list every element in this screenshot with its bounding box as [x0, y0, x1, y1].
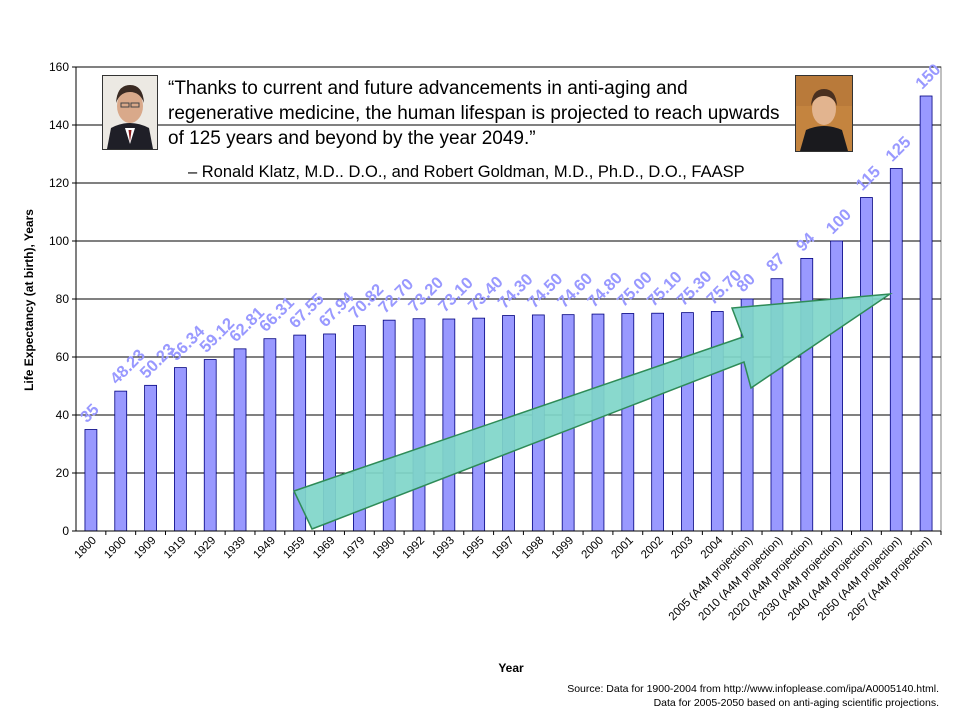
goldman-portrait	[795, 75, 853, 152]
y-tick-label: 40	[56, 408, 70, 422]
bar	[203, 359, 217, 532]
x-axis-title: Year	[498, 661, 524, 675]
category-label: 2001	[609, 535, 636, 562]
quote-attribution: – Ronald Klatz, M.D.. D.O., and Robert G…	[188, 163, 745, 181]
bar	[263, 338, 277, 532]
source-line-2: Data for 2005-2050 based on anti-aging s…	[653, 697, 939, 709]
quote-text: “Thanks to current and future advancemen…	[168, 78, 780, 149]
category-label: 2004	[699, 534, 726, 561]
data-label: 100	[823, 206, 855, 238]
bar	[889, 168, 903, 532]
bar	[800, 257, 814, 532]
category-label: 1997	[490, 535, 517, 562]
category-label: 1949	[251, 535, 278, 562]
category-label: 2002	[639, 535, 666, 562]
bar	[591, 313, 605, 532]
y-tick-label: 100	[49, 234, 69, 248]
category-label: 1990	[371, 535, 398, 562]
category-label: 2003	[669, 535, 696, 562]
category-label: 1939	[222, 535, 249, 562]
trend-arrow	[292, 292, 893, 530]
bar	[651, 312, 665, 532]
y-tick-label: 140	[49, 118, 69, 132]
bar	[233, 348, 247, 532]
category-label: 1969	[311, 535, 338, 562]
y-tick-label: 160	[49, 60, 69, 74]
category-label: 1998	[520, 535, 547, 562]
bar	[174, 367, 187, 532]
category-label: 1919	[162, 535, 189, 562]
y-tick-label: 120	[49, 176, 69, 190]
category-label: 1995	[460, 535, 487, 562]
bar	[412, 318, 426, 532]
data-label: 115	[853, 163, 885, 195]
category-label: 1979	[341, 535, 368, 562]
data-label: 87	[763, 250, 789, 276]
category-label: 1929	[192, 535, 219, 562]
bar	[860, 197, 873, 532]
quote-box: “Thanks to current and future advancemen…	[168, 76, 788, 151]
y-tick-label: 80	[56, 292, 70, 306]
data-label: 73.10	[435, 274, 477, 316]
y-tick-label: 0	[62, 524, 69, 538]
category-label: 1993	[430, 535, 457, 562]
bar	[144, 384, 157, 532]
y-axis-title: Life Expectancy (at birth), Years	[22, 209, 36, 391]
bar	[114, 390, 128, 532]
category-label: 1909	[132, 535, 159, 562]
y-tick-label: 60	[56, 350, 70, 364]
category-label: 1800	[72, 535, 99, 562]
y-tick-label: 20	[56, 466, 70, 480]
bar	[84, 429, 98, 532]
category-label: 1900	[102, 535, 129, 562]
source-line-1: Source: Data for 1900-2004 from http://w…	[567, 683, 939, 695]
bar	[830, 240, 843, 532]
bar	[442, 318, 456, 532]
data-label: 150	[912, 61, 944, 93]
bar	[472, 317, 486, 532]
bar	[621, 313, 635, 532]
data-label: 35	[77, 401, 103, 427]
source-note: Source: Data for 1900-2004 from http://w…	[567, 682, 939, 710]
category-label: 1992	[401, 535, 428, 562]
data-label: 125	[882, 133, 914, 165]
bar	[681, 312, 694, 532]
data-label: 94	[793, 229, 819, 255]
bar	[919, 95, 933, 532]
klatz-portrait	[102, 75, 158, 150]
category-label: 1999	[550, 535, 577, 562]
category-label: 1959	[281, 535, 308, 562]
category-label: 2000	[580, 535, 607, 562]
